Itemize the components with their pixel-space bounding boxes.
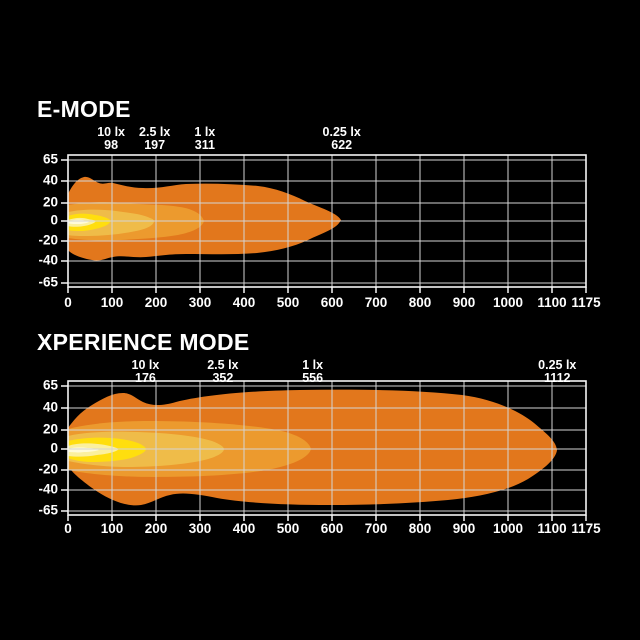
lux-marker: 0.25 lx 622 — [323, 126, 361, 151]
e-mode-beam-layers — [68, 176, 341, 261]
y-axis-label: 40 — [42, 172, 58, 188]
y-axis-label: -65 — [38, 502, 58, 518]
lux-marker: 1 lx 311 — [194, 126, 215, 151]
x-axis-label: 700 — [364, 521, 388, 536]
xperience-axis-ticks — [61, 385, 587, 521]
x-axis-label: 1175 — [571, 295, 601, 310]
lux-marker-level: 10 lx — [97, 125, 126, 139]
lux-marker-level: 1 lx — [302, 358, 324, 372]
lux-marker-distance: 176 — [135, 370, 156, 385]
y-axis-label: 0 — [50, 212, 58, 228]
x-axis-label: 300 — [188, 521, 212, 536]
x-axis-label: 900 — [452, 295, 476, 310]
xperience-plot-frame — [67, 380, 587, 516]
x-axis-label: 1100 — [537, 521, 567, 536]
x-axis-label: 100 — [100, 295, 124, 310]
x-axis-label: 1175 — [571, 521, 601, 536]
y-axis-label: 40 — [42, 399, 58, 415]
e-mode-gridlines — [67, 155, 586, 287]
x-axis-label: 400 — [232, 521, 256, 536]
x-axis-label: 1000 — [492, 295, 524, 310]
lux-marker-level: 10 lx — [131, 358, 160, 372]
lux-marker: 2.5 lx 352 — [207, 359, 238, 384]
lux-marker: 10 lx 98 — [97, 126, 125, 151]
x-axis-label: 0 — [64, 521, 72, 536]
lux-marker-distance: 98 — [104, 137, 119, 152]
y-axis-label: -40 — [38, 252, 58, 268]
x-axis-label: 600 — [320, 521, 344, 536]
x-axis-label: 600 — [320, 295, 344, 310]
lux-marker-level: 2.5 lx — [207, 358, 239, 372]
x-axis-label: 200 — [144, 295, 168, 310]
e-mode-title: E-MODE — [37, 96, 131, 122]
lux-marker-level: 0.25 lx — [322, 125, 361, 139]
x-axis-label: 500 — [276, 295, 300, 310]
y-axis-label: -20 — [38, 232, 58, 248]
y-axis-label: -20 — [38, 461, 58, 477]
xperience-mode-beam-layers — [68, 389, 557, 506]
y-axis-label: 65 — [42, 377, 58, 393]
lux-marker-distance: 352 — [212, 370, 234, 385]
x-axis-label: 1100 — [537, 295, 567, 310]
y-axis-label: 65 — [42, 151, 58, 167]
x-axis-label: 800 — [408, 521, 432, 536]
lux-marker-distance: 1112 — [544, 370, 571, 385]
lux-marker: 0.25 lx 1112 — [538, 359, 576, 384]
x-axis-label: 800 — [408, 295, 432, 310]
e-mode-contour-0-25lx — [68, 176, 341, 261]
xperience-mode-title: XPERIENCE MODE — [37, 329, 250, 355]
x-axis-label: 700 — [364, 295, 388, 310]
y-axis-label: 20 — [42, 194, 58, 210]
x-axis-label: 200 — [144, 521, 168, 536]
lux-marker: 2.5 lx 197 — [139, 126, 170, 151]
x-axis-label: 900 — [452, 521, 476, 536]
e-mode-axis-ticks — [61, 159, 587, 293]
lux-marker-level: 1 lx — [194, 125, 216, 139]
x-axis-label: 1000 — [492, 521, 524, 536]
x-axis-label: 0 — [64, 295, 72, 310]
x-axis-label: 100 — [100, 521, 124, 536]
lux-marker-level: 0.25 lx — [538, 358, 577, 372]
x-axis-label: 400 — [232, 295, 256, 310]
lux-marker: 1 lx 556 — [302, 359, 323, 384]
lux-marker-distance: 556 — [302, 370, 324, 385]
x-axis-label: 300 — [188, 295, 212, 310]
y-axis-label: 0 — [50, 440, 58, 456]
lux-marker-distance: 197 — [144, 137, 166, 152]
x-axis-label: 500 — [276, 521, 300, 536]
y-axis-label: -65 — [38, 274, 58, 290]
lux-marker: 10 lx 176 — [132, 359, 160, 384]
lux-marker-level: 2.5 lx — [139, 125, 171, 139]
lux-marker-distance: 622 — [331, 137, 353, 152]
y-axis-label: -40 — [38, 481, 58, 497]
y-axis-label: 20 — [42, 421, 58, 437]
lux-marker-distance: 311 — [194, 137, 215, 152]
